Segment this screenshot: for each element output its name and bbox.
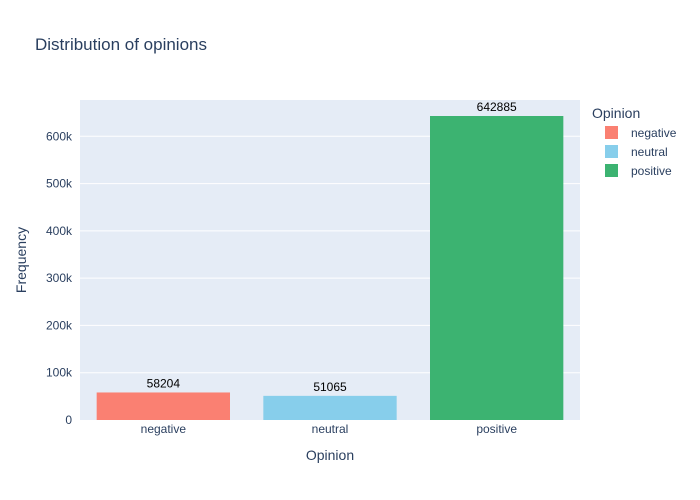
chart-title: Distribution of opinions <box>35 35 207 54</box>
y-tick-labels: 0 100k 200k 300k 400k 500k 600k <box>46 129 73 427</box>
y-tick-label: 100k <box>46 366 73 380</box>
legend-title: Opinion <box>592 105 640 121</box>
bar-value-label: 58204 <box>147 376 181 390</box>
y-tick-label: 500k <box>46 177 73 191</box>
legend-item-positive[interactable]: positive <box>631 164 672 178</box>
y-tick-label: 200k <box>46 318 73 332</box>
bar-value-label: 51065 <box>313 380 347 394</box>
legend-swatch <box>605 126 618 139</box>
legend: Opinion negative neutral positive <box>592 105 677 178</box>
x-tick-label: positive <box>476 422 517 436</box>
legend-swatch <box>605 145 618 158</box>
legend-item-neutral[interactable]: neutral <box>631 145 668 159</box>
y-tick-label: 600k <box>46 129 73 143</box>
x-tick-labels: negative neutral positive <box>141 422 518 436</box>
y-tick-label: 400k <box>46 224 73 238</box>
bar-neutral <box>263 395 397 420</box>
x-tick-label: negative <box>141 422 187 436</box>
x-axis-label: Opinion <box>306 447 354 463</box>
legend-item-negative[interactable]: negative <box>631 126 677 140</box>
legend-swatch <box>605 164 618 177</box>
y-tick-label: 0 <box>65 413 72 427</box>
bars <box>96 115 564 421</box>
y-axis-label: Frequency <box>13 227 29 293</box>
bar-negative <box>96 392 231 420</box>
bar-positive <box>430 115 564 421</box>
x-tick-label: neutral <box>312 422 349 436</box>
bar-labels: 58204 51065 642885 <box>147 100 517 394</box>
y-tick-label: 300k <box>46 271 73 285</box>
bar-value-label: 642885 <box>477 100 517 114</box>
